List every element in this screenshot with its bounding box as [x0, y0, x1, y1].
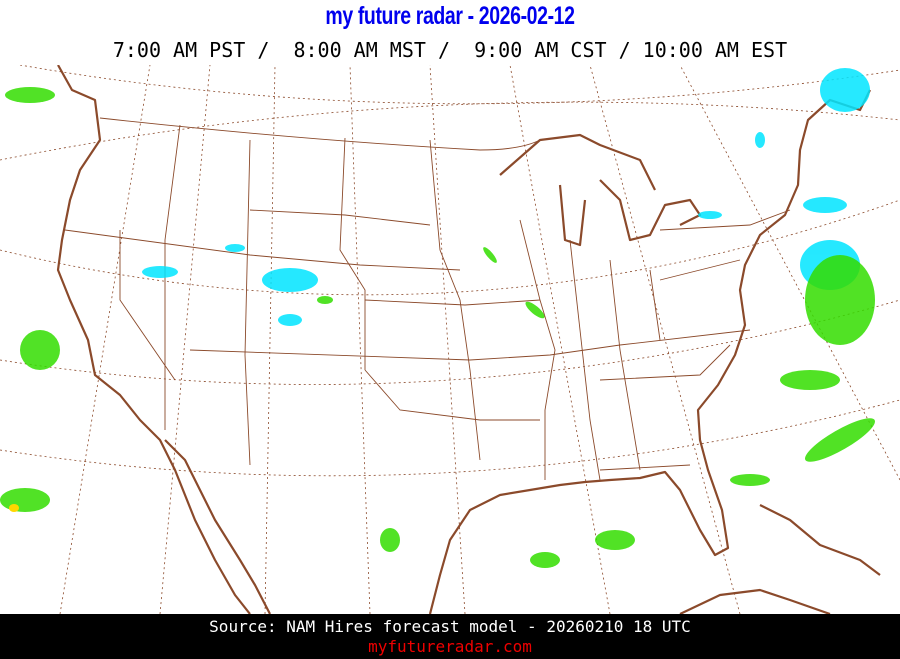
great-lakes [499, 133, 702, 247]
longitude-line [59, 65, 151, 614]
snow-area [142, 68, 870, 326]
footer: Source: NAM Hires forecast model - 20260… [0, 614, 900, 659]
site-link[interactable]: myfutureradar.com [368, 637, 532, 656]
latitude-line [19, 65, 900, 105]
longitude-line [509, 65, 611, 614]
graticule [0, 65, 900, 614]
cuba [759, 504, 881, 576]
longitude-line [429, 65, 466, 614]
longitude-line [264, 65, 276, 614]
time-zones-label: 7:00 AM PST / 8:00 AM MST / 9:00 AM CST … [112, 38, 788, 62]
gulf-coast [428, 89, 871, 614]
precipitation [0, 68, 875, 568]
longitude-line [159, 65, 211, 614]
source-label: Source: NAM Hires forecast model - 20260… [209, 617, 691, 636]
latitude-line [0, 199, 900, 296]
page-title: my future radar - 2026-02-12 [325, 2, 575, 30]
west-coast [56, 65, 251, 614]
latitude-line [0, 399, 900, 477]
yucatan [679, 588, 831, 614]
coastline [56, 65, 881, 614]
rain-area [0, 87, 875, 568]
moderate-rain-area [9, 504, 19, 512]
latitude-line [0, 101, 900, 161]
latitude-line [0, 299, 900, 385]
gulf-of-california [164, 439, 271, 614]
radar-map [0, 65, 900, 614]
longitude-line [349, 65, 371, 614]
longitude-line [679, 65, 900, 481]
state-borders [64, 117, 791, 481]
